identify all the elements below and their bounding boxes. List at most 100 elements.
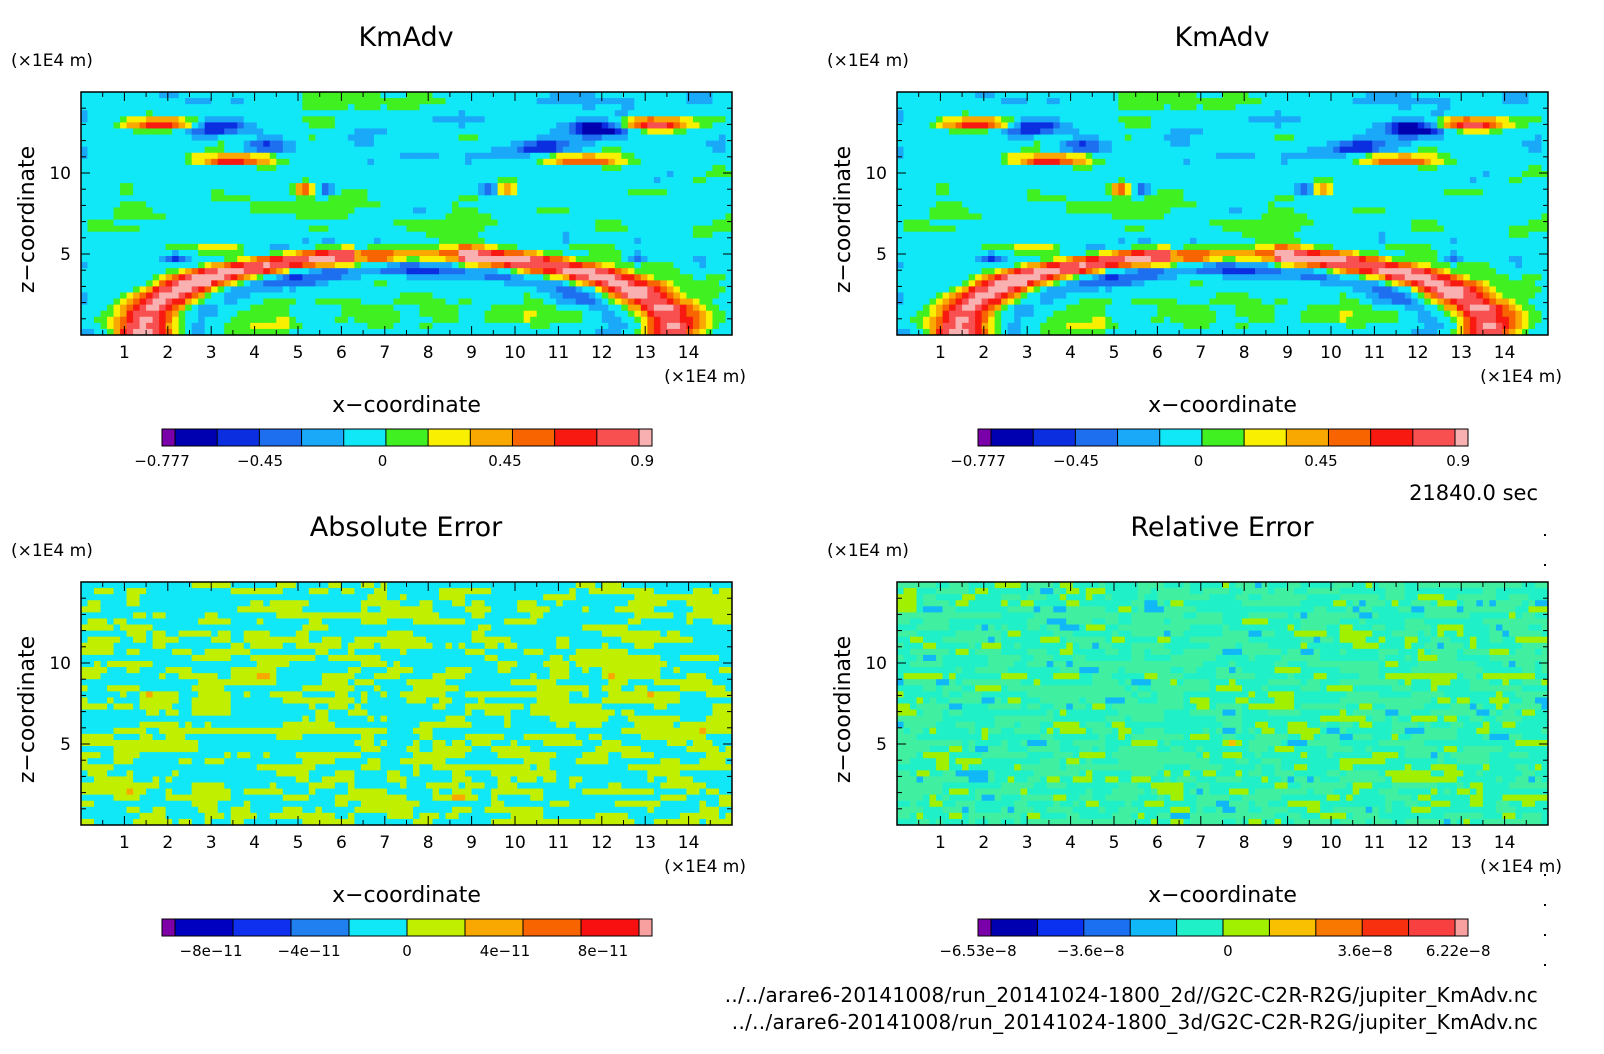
colorbar-tick-label: 0.9 (1446, 452, 1470, 470)
x-axis-label: x−coordinate (332, 393, 481, 418)
x-axis-label: x−coordinate (332, 883, 481, 908)
x-tick-label: 12 (1407, 833, 1429, 853)
colorbar-tick-label: −4e−11 (278, 942, 341, 960)
x-tick-label: 14 (678, 833, 700, 853)
panel-4: Relative Error(×1E4 m)1 2 3 4 5 6 7 8 9 10 11 12 13 1… (827, 512, 1562, 960)
colorbar-tick-label: −0.777 (950, 452, 1006, 470)
y-axis-label: z−coordinate (15, 146, 40, 293)
contour-field (81, 92, 732, 335)
y-unit-label: (×1E4 m) (11, 51, 93, 71)
contour-field (897, 582, 1548, 825)
time-label: 21840.0 sec (1409, 481, 1538, 505)
x-tick-label: 9 (466, 343, 477, 363)
x-tick-label: 8 (423, 343, 434, 363)
x-tick-label: 13 (634, 833, 656, 853)
y-unit-label: (×1E4 m) (827, 541, 909, 561)
decoration-dot (1544, 904, 1546, 906)
colorbar-tick-label: 0 (402, 942, 412, 960)
x-tick-label: 8 (423, 833, 434, 853)
file-path-3d: ../../arare6-20141008/run_20141024-1800_… (731, 1010, 1538, 1034)
panel-2: KmAdv(×1E4 m)1 2 3 4 5 6 7 8 9 10 11 12 13 14510(×1E4… (827, 22, 1562, 470)
colorbar-tick-label: −8e−11 (180, 942, 243, 960)
x-tick-label: 9 (1282, 343, 1293, 363)
x-tick-label: 14 (1494, 343, 1516, 363)
colorbar-tick-label: −6.53e−8 (939, 942, 1016, 960)
colorbar-tick-label: 0 (1223, 942, 1233, 960)
x-tick-label: 2 (978, 833, 989, 853)
x-tick-label: 11 (548, 343, 570, 363)
x-tick-label: 4 (249, 343, 260, 363)
x-tick-label: 1 (119, 833, 130, 853)
chart-title: Absolute Error (310, 512, 503, 543)
decoration-dot (1544, 534, 1546, 536)
colorbar-tick-label: 8e−11 (578, 942, 628, 960)
colorbar: −6.53e−8 −3.6e−8 0 3.6e−8 6.22e−8 (939, 918, 1491, 960)
x-tick-label: 7 (1195, 833, 1206, 853)
x-tick-label: 14 (678, 343, 700, 363)
x-tick-label: 14 (1494, 833, 1516, 853)
colorbar-tick-label: 0.9 (630, 452, 654, 470)
x-tick-label: 7 (1195, 343, 1206, 363)
colorbar: −0.777 −0.45 0 0.45 0.9 (134, 428, 654, 470)
y-axis-label: z−coordinate (15, 636, 40, 783)
y-tick-label: 5 (60, 245, 71, 265)
x-tick-label: 8 (1239, 343, 1250, 363)
x-tick-label: 3 (206, 833, 217, 853)
x-axis-label: x−coordinate (1148, 393, 1297, 418)
x-unit-label: (×1E4 m) (664, 367, 746, 387)
x-tick-label: 5 (1109, 343, 1120, 363)
x-tick-label: 8 (1239, 833, 1250, 853)
x-unit-label: (×1E4 m) (664, 857, 746, 877)
contour-field (81, 582, 732, 825)
x-tick-label: 3 (206, 343, 217, 363)
colorbar-tick-label: −0.45 (1053, 452, 1099, 470)
x-tick-label: 3 (1022, 343, 1033, 363)
x-tick-label: 6 (336, 343, 347, 363)
colorbar-tick-label: −0.45 (237, 452, 283, 470)
y-tick-label: 10 (865, 164, 887, 184)
x-tick-label: 13 (1450, 343, 1472, 363)
x-tick-label: 2 (162, 343, 173, 363)
chart-title: KmAdv (358, 22, 453, 53)
panel-3: Absolute Error(×1E4 m)1 2 3 4 5 6 7 8 9 10 11 12 13 1… (11, 512, 746, 960)
x-tick-label: 10 (504, 343, 526, 363)
decoration-dot (1544, 934, 1546, 936)
x-tick-label: 10 (504, 833, 526, 853)
decoration-dot (1544, 964, 1546, 966)
x-tick-label: 12 (591, 343, 613, 363)
x-tick-label: 1 (935, 343, 946, 363)
y-tick-label: 10 (865, 654, 887, 674)
x-tick-label: 12 (1407, 343, 1429, 363)
y-axis-label: z−coordinate (831, 636, 856, 783)
colorbar-tick-label: 0.45 (488, 452, 521, 470)
chart-title: KmAdv (1174, 22, 1269, 53)
x-tick-label: 3 (1022, 833, 1033, 853)
y-tick-label: 5 (876, 245, 887, 265)
colorbar: −8e−11 −4e−11 0 4e−11 8e−11 (161, 918, 653, 960)
colorbar-tick-label: 4e−11 (480, 942, 530, 960)
y-tick-label: 10 (49, 654, 71, 674)
x-tick-label: 13 (1450, 833, 1472, 853)
x-tick-label: 4 (1065, 343, 1076, 363)
y-unit-label: (×1E4 m) (11, 541, 93, 561)
x-tick-label: 5 (293, 833, 304, 853)
colorbar-tick-label: 0 (378, 452, 388, 470)
x-tick-label: 7 (379, 343, 390, 363)
x-tick-label: 9 (466, 833, 477, 853)
x-tick-label: 5 (1109, 833, 1120, 853)
x-tick-label: 9 (1282, 833, 1293, 853)
x-tick-label: 6 (1152, 343, 1163, 363)
colorbar-tick-label: 6.22e−8 (1426, 942, 1491, 960)
x-axis-label: x−coordinate (1148, 883, 1297, 908)
contour-field (897, 92, 1548, 335)
x-tick-label: 11 (1364, 343, 1386, 363)
colorbar-tick-label: 0.45 (1304, 452, 1337, 470)
x-tick-label: 13 (634, 343, 656, 363)
x-tick-label: 4 (1065, 833, 1076, 853)
x-tick-label: 10 (1320, 833, 1342, 853)
y-tick-label: 5 (60, 735, 71, 755)
x-tick-label: 1 (119, 343, 130, 363)
x-tick-label: 4 (249, 833, 260, 853)
decoration-dot (1544, 874, 1546, 876)
